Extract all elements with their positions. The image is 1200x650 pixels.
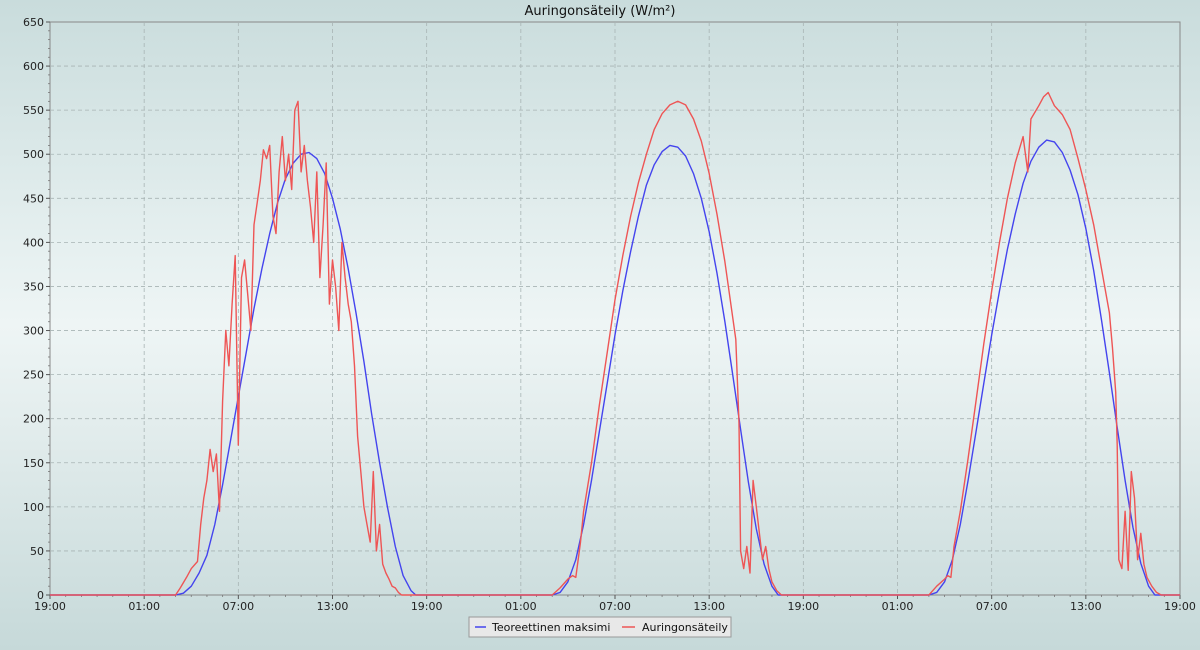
x-tick-label: 01:00	[128, 600, 160, 613]
y-tick-label: 350	[23, 280, 44, 293]
y-tick-label: 300	[23, 325, 44, 338]
y-tick-label: 250	[23, 369, 44, 382]
x-tick-label: 13:00	[317, 600, 349, 613]
x-tick-label: 19:00	[411, 600, 443, 613]
x-tick-label: 07:00	[599, 600, 631, 613]
y-tick-label: 200	[23, 413, 44, 426]
x-tick-label: 07:00	[222, 600, 254, 613]
y-tick-label: 500	[23, 148, 44, 161]
x-tick-label: 07:00	[976, 600, 1008, 613]
x-tick-label: 01:00	[505, 600, 537, 613]
y-tick-label: 650	[23, 16, 44, 29]
legend-label-auringonsateily: Auringonsäteily	[642, 621, 728, 634]
x-tick-label: 19:00	[34, 600, 66, 613]
series-line-1	[50, 91, 1180, 596]
x-tick-label: 19:00	[1164, 600, 1196, 613]
chart-title: Auringonsäteily (W/m²)	[525, 4, 676, 19]
y-tick-label: 600	[23, 60, 44, 73]
y-tick-label: 150	[23, 457, 44, 470]
legend-box	[468, 616, 732, 638]
grid-lines	[50, 22, 1180, 595]
series-layer	[50, 91, 1180, 596]
y-tick-label: 0	[37, 589, 44, 602]
y-tick-label: 50	[30, 545, 44, 558]
legend-label-teoreettinen: Teoreettinen maksimi	[491, 621, 610, 634]
x-tick-label: 01:00	[882, 600, 914, 613]
x-tick-label: 13:00	[1070, 600, 1102, 613]
y-tick-label: 450	[23, 192, 44, 205]
y-axis: 0 50 100 150 200 250 300 350 400 450 500 550 600 650	[23, 16, 50, 602]
series-line-0	[50, 139, 1180, 596]
y-tick-label: 100	[23, 501, 44, 514]
x-tick-label: 19:00	[787, 600, 819, 613]
x-tick-label: 13:00	[693, 600, 725, 613]
legend: Teoreettinen maksimi Auringonsäteily	[468, 616, 732, 638]
y-tick-label: 400	[23, 236, 44, 249]
x-axis: 19:00 01:00 07:00 13:00 19:00 01:00 07:00 13:00…	[34, 595, 1196, 613]
y-tick-label: 550	[23, 104, 44, 117]
